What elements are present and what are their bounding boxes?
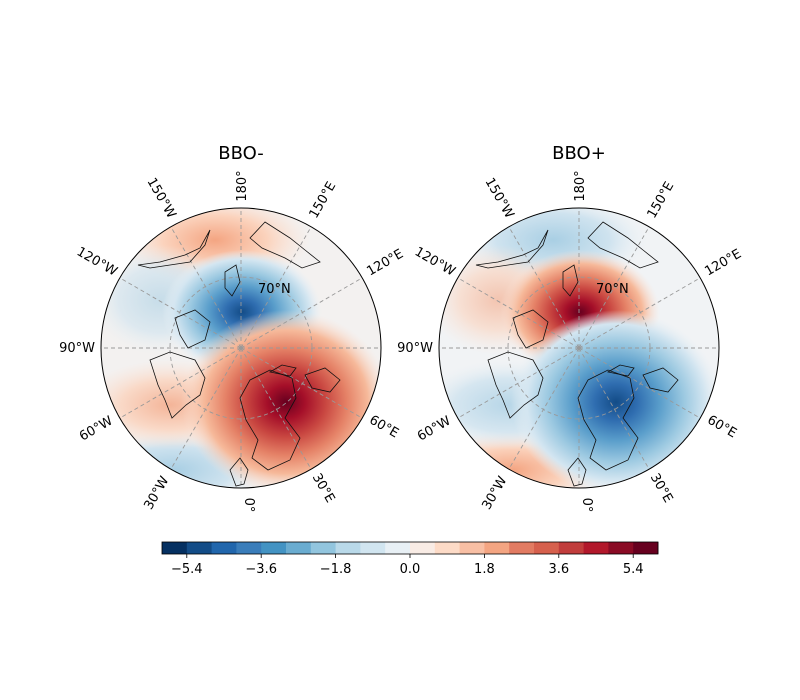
meridian-label: 30°E: [309, 471, 338, 506]
map-boundary: [438, 207, 720, 489]
meridian-label: 60°E: [366, 413, 401, 442]
colorbar-cell: [558, 542, 584, 554]
meridian-label: 60°E: [704, 413, 739, 442]
colorbar-cell: [162, 542, 188, 554]
map-panel-left: BBO-: [59, 143, 406, 513]
graticule: [101, 208, 381, 488]
meridian-label: 120°E: [702, 247, 744, 280]
colorbar-tick-label: −1.8: [320, 562, 352, 577]
colorbar-cell: [534, 542, 560, 554]
meridian-label: 0°: [241, 498, 256, 513]
colorbar: −5.4 −3.6 −1.8 0.0 1.8 3.6 5.4: [161, 541, 659, 577]
map-panel-right: BBO+: [397, 143, 744, 513]
parallel-label: 70°N: [596, 282, 629, 297]
meridian-label: 150°E: [645, 179, 678, 221]
colorbar-cell: [261, 542, 287, 554]
colorbar-tick-label: 3.6: [548, 562, 569, 577]
meridian-label: 30°W: [141, 474, 172, 513]
colorbar-cell: [286, 542, 312, 554]
anomaly-field: [439, 208, 719, 488]
meridian-label: 0°: [579, 498, 594, 513]
meridian-label: 120°E: [364, 247, 406, 280]
colorbar-cells: [162, 542, 659, 554]
coastlines: [475, 221, 679, 487]
colorbar-cell: [310, 542, 336, 554]
colorbar-ticks: −5.4 −3.6 −1.8 0.0 1.8 3.6 5.4: [171, 554, 644, 577]
panel-title: BBO-: [218, 143, 264, 164]
colorbar-cell: [335, 542, 361, 554]
colorbar-cell: [583, 542, 609, 554]
graticule: [439, 208, 719, 488]
meridian-label: 180°: [573, 170, 588, 201]
colorbar-cell: [186, 542, 212, 554]
colorbar-cell: [410, 542, 436, 554]
colorbar-tick-label: −5.4: [171, 562, 203, 577]
colorbar-tick-label: 1.8: [474, 562, 495, 577]
anomaly-field: [101, 208, 381, 488]
colorbar-cell: [360, 542, 386, 554]
colorbar-cell: [211, 542, 237, 554]
colorbar-cell: [608, 542, 634, 554]
panel-title: BBO+: [552, 143, 606, 164]
colorbar-cell: [633, 542, 659, 554]
colorbar-cell: [236, 542, 262, 554]
meridian-label: 120°W: [74, 244, 120, 279]
map-boundary: [100, 207, 382, 489]
meridian-label: 180°: [235, 170, 250, 201]
parallel-label: 70°N: [258, 282, 291, 297]
meridian-label: 90°W: [59, 341, 95, 356]
colorbar-cell: [459, 542, 485, 554]
meridian-label: 150°W: [143, 175, 178, 221]
colorbar-tick-label: 5.4: [623, 562, 644, 577]
meridian-label: 30°W: [479, 474, 510, 513]
colorbar-cell: [434, 542, 460, 554]
meridian-label: 120°W: [412, 244, 458, 279]
colorbar-cell: [385, 542, 411, 554]
meridian-label: 150°E: [307, 179, 340, 221]
meridian-label: 30°E: [647, 471, 676, 506]
coastlines: [137, 221, 341, 487]
colorbar-cell: [509, 542, 535, 554]
colorbar-tick-label: −3.6: [245, 562, 277, 577]
meridian-label: 150°W: [481, 175, 516, 221]
meridian-label: 60°W: [415, 413, 454, 444]
colorbar-cell: [484, 542, 510, 554]
meridian-label: 60°W: [77, 413, 116, 444]
colorbar-tick-label: 0.0: [400, 562, 421, 577]
meridian-label: 90°W: [397, 341, 433, 356]
